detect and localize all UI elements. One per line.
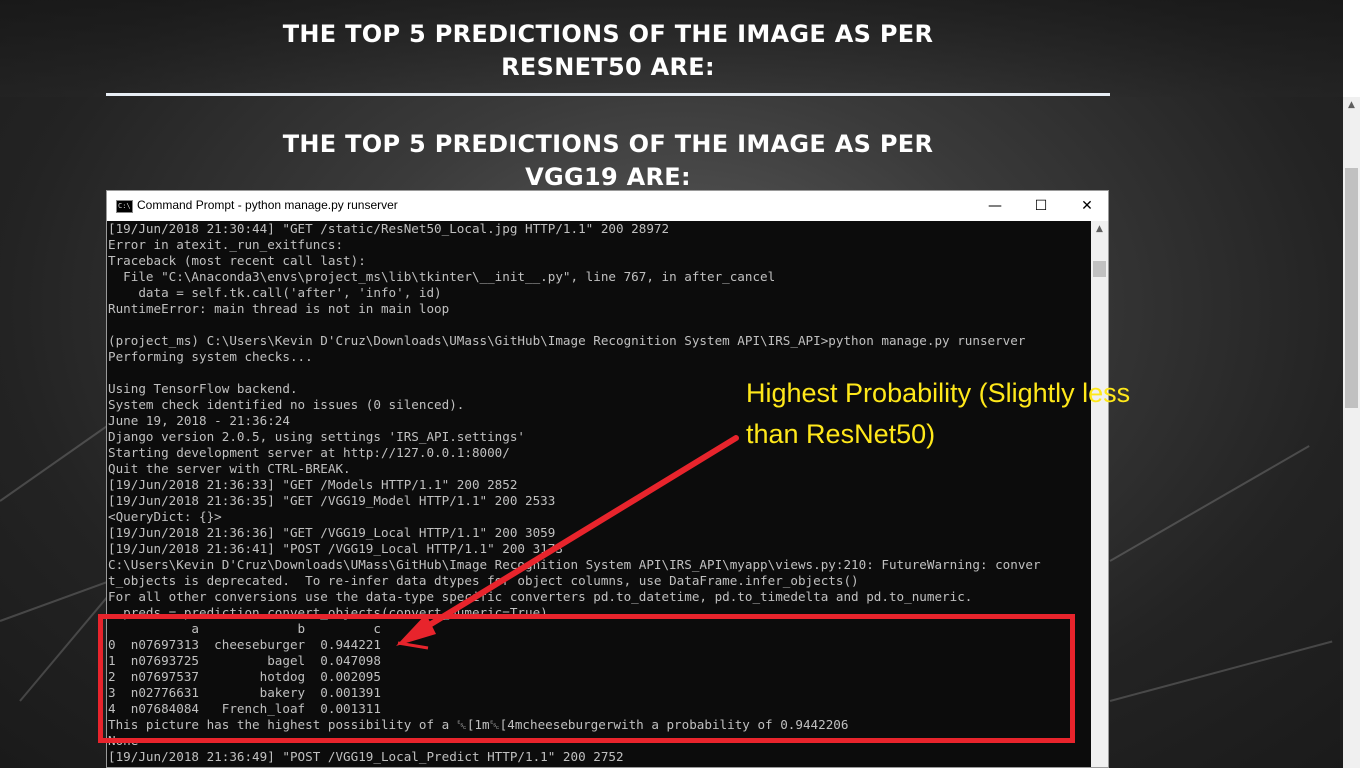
console-line: June 19, 2018 - 21:36:24 bbox=[108, 413, 290, 428]
scroll-up-arrow-icon[interactable]: ▲ bbox=[1096, 224, 1103, 234]
window-titlebar[interactable]: C:\ Command Prompt - python manage.py ru… bbox=[107, 191, 1108, 221]
top-band bbox=[0, 0, 1343, 97]
console-line: [19/Jun/2018 21:36:41] "POST /VGG19_Loca… bbox=[108, 541, 563, 556]
console-line: 1 n07693725 bagel 0.047098 bbox=[108, 653, 381, 668]
console-icon: C:\ bbox=[116, 200, 133, 213]
console-line: Traceback (most recent call last): bbox=[108, 253, 366, 268]
console-line: [19/Jun/2018 21:30:44] "GET /static/ResN… bbox=[108, 221, 670, 236]
console-line: 4 n07684084 French_loaf 0.001311 bbox=[108, 701, 381, 716]
console-line: This picture has the highest possibility… bbox=[108, 717, 849, 732]
console-line: Quit the server with CTRL-BREAK. bbox=[108, 461, 351, 476]
console-output[interactable]: [19/Jun/2018 21:30:44] "GET /static/ResN… bbox=[107, 221, 1091, 767]
console-line: C:\Users\Kevin D'Cruz\Downloads\UMass\Gi… bbox=[108, 557, 1041, 572]
vgg-heading-line1: THE TOP 5 PREDICTIONS OF THE IMAGE AS PE… bbox=[282, 130, 934, 158]
console-line: [19/Jun/2018 21:36:35] "GET /VGG19_Model… bbox=[108, 493, 556, 508]
annotation-line1: Highest Probability (Slightly less bbox=[746, 378, 1131, 408]
resnet-heading-line2: RESNET50 ARE: bbox=[501, 53, 715, 81]
command-prompt-window[interactable]: C:\ Command Prompt - python manage.py ru… bbox=[106, 190, 1109, 768]
section-divider bbox=[106, 93, 1110, 96]
window-title: Command Prompt - python manage.py runser… bbox=[137, 198, 398, 212]
console-line: File "C:\Anaconda3\envs\project_ms\lib\t… bbox=[108, 269, 776, 284]
console-scrollbar[interactable]: ▲ bbox=[1091, 221, 1108, 767]
console-line: Performing system checks... bbox=[108, 349, 313, 364]
background-streak bbox=[1109, 445, 1310, 562]
console-line: a b c bbox=[108, 621, 381, 636]
page-scrollbar-track-top bbox=[1343, 0, 1360, 97]
minimize-button[interactable]: — bbox=[988, 198, 1002, 214]
console-line: 0 n07697313 cheeseburger 0.944221 bbox=[108, 637, 381, 652]
console-line: <QueryDict: {}> bbox=[108, 509, 222, 524]
console-scroll-thumb[interactable] bbox=[1093, 261, 1106, 277]
console-line: [19/Jun/2018 21:36:36] "GET /VGG19_Local… bbox=[108, 525, 556, 540]
console-line: [19/Jun/2018 21:36:49] "POST /VGG19_Loca… bbox=[108, 749, 624, 764]
resnet-heading: THE TOP 5 PREDICTIONS OF THE IMAGE AS PE… bbox=[106, 18, 1110, 84]
console-line: System check identified no issues (0 sil… bbox=[108, 397, 465, 412]
resnet-heading-line1: THE TOP 5 PREDICTIONS OF THE IMAGE AS PE… bbox=[282, 20, 934, 48]
console-line: Using TensorFlow backend. bbox=[108, 381, 298, 396]
console-line: 2 n07697537 hotdog 0.002095 bbox=[108, 669, 381, 684]
background-streak bbox=[1109, 640, 1333, 702]
console-line: t_objects is deprecated. To re-infer dat… bbox=[108, 573, 859, 588]
maximize-button[interactable]: ☐ bbox=[1034, 198, 1048, 214]
console-line: Error in atexit._run_exitfuncs: bbox=[108, 237, 344, 252]
console-line: (project_ms) C:\Users\Kevin D'Cruz\Downl… bbox=[108, 333, 1026, 348]
console-line: 3 n02776631 bakery 0.001391 bbox=[108, 685, 381, 700]
vgg-heading-line2: VGG19 ARE: bbox=[525, 163, 691, 191]
page-scrollbar[interactable]: ▲ bbox=[1343, 0, 1360, 768]
page-scroll-thumb[interactable] bbox=[1345, 168, 1358, 408]
annotation-line2: than ResNet50) bbox=[746, 419, 936, 449]
annotation-text: Highest Probability (Slightly less than … bbox=[746, 373, 1186, 455]
console-line: RuntimeError: main thread is not in main… bbox=[108, 301, 450, 316]
close-button[interactable]: ✕ bbox=[1081, 198, 1093, 214]
console-line: For all other conversions use the data-t… bbox=[108, 589, 973, 604]
highlight-box bbox=[98, 614, 1075, 743]
console-line: [19/Jun/2018 21:36:33] "GET /Models HTTP… bbox=[108, 477, 518, 492]
vgg-heading: THE TOP 5 PREDICTIONS OF THE IMAGE AS PE… bbox=[106, 128, 1110, 194]
page-scroll-up-icon[interactable]: ▲ bbox=[1343, 97, 1360, 114]
console-line: data = self.tk.call('after', 'info', id) bbox=[108, 285, 442, 300]
console-line bbox=[108, 317, 1041, 333]
